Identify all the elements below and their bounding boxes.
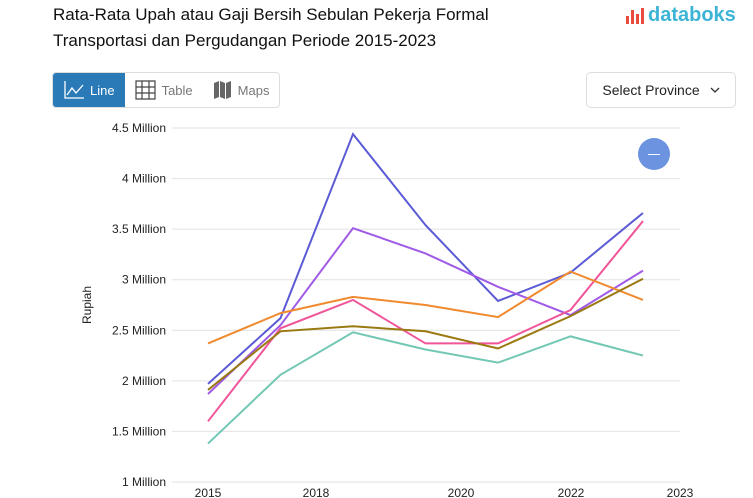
- series-line: [207, 226, 644, 395]
- y-tick-label: 1 Million: [122, 475, 166, 489]
- tab-line[interactable]: Line: [53, 73, 125, 107]
- series-line: [207, 331, 644, 445]
- tab-table[interactable]: Table: [125, 73, 203, 107]
- series-line: [207, 277, 644, 391]
- y-tick-label: 4.5 Million: [112, 121, 166, 135]
- x-tick-label: 2023: [667, 486, 694, 498]
- chevron-down-icon: [710, 87, 720, 93]
- y-tick-label: 2 Million: [122, 374, 166, 388]
- x-tick-label: 2020: [448, 486, 475, 498]
- chart-title: Rata-Rata Upah atau Gaji Bersih Sebulan …: [53, 5, 489, 50]
- table-grid-icon: [134, 80, 156, 100]
- x-tick-label: 2022: [558, 486, 585, 498]
- province-select[interactable]: Select Province: [586, 72, 736, 108]
- x-tick-label: 2018: [303, 486, 330, 498]
- collapse-button[interactable]: [638, 138, 670, 170]
- series-line: [207, 220, 644, 422]
- line-chart-icon: [64, 81, 84, 99]
- tab-maps[interactable]: Maps: [203, 73, 280, 107]
- map-icon: [213, 81, 231, 99]
- y-tick-label: 3 Million: [122, 273, 166, 287]
- series-line: [207, 270, 644, 345]
- x-tick-label: 2015: [195, 486, 222, 498]
- y-axis-label: Rupiah: [80, 286, 94, 324]
- view-tabs: Line Table Maps: [52, 72, 281, 108]
- logo-bars-icon: [626, 7, 644, 24]
- databoks-logo: databoks: [626, 4, 736, 27]
- y-tick-label: 2.5 Million: [112, 323, 166, 337]
- minus-icon: [648, 153, 660, 155]
- y-tick-label: 3.5 Million: [112, 222, 166, 236]
- y-tick-label: 4 Million: [122, 172, 166, 186]
- y-tick-label: 1.5 Million: [112, 424, 166, 438]
- series-line: [207, 132, 644, 385]
